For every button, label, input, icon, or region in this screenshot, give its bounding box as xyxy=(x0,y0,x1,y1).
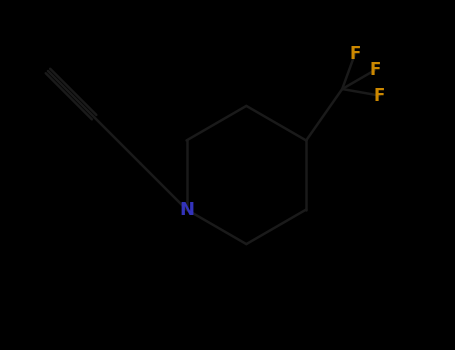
Text: F: F xyxy=(374,86,385,105)
Text: F: F xyxy=(349,44,361,63)
Text: F: F xyxy=(369,61,380,79)
Text: N: N xyxy=(179,201,194,218)
